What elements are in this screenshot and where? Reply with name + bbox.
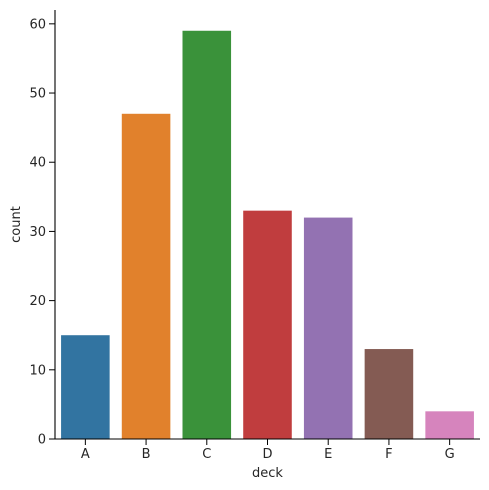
y-tick-label: 0	[38, 433, 46, 448]
bars-group	[61, 30, 474, 439]
x-axis-ticks: A B C D E F G	[81, 439, 455, 462]
y-tick-label: 60	[29, 17, 46, 32]
bar-a	[61, 335, 110, 439]
bar-d	[243, 210, 292, 439]
bar-b	[121, 113, 171, 439]
y-tick-label: 30	[29, 225, 46, 240]
x-tick-label: G	[445, 447, 455, 462]
bar-e	[303, 217, 353, 439]
x-tick-label: C	[202, 447, 211, 462]
y-axis-title: count	[9, 206, 24, 243]
x-tick-label: E	[324, 447, 332, 462]
x-tick-label: B	[142, 447, 151, 462]
bar-g	[425, 411, 474, 439]
x-axis-title: deck	[252, 466, 283, 481]
y-tick-label: 50	[29, 87, 46, 102]
y-tick-label: 20	[29, 294, 46, 309]
x-tick-label: A	[81, 447, 90, 462]
bar-f	[364, 349, 414, 439]
y-axis-ticks: 0 10 20 30 40 50 60	[29, 17, 55, 448]
x-tick-label: D	[262, 447, 272, 462]
bar-c	[182, 30, 232, 439]
y-tick-label: 40	[29, 156, 46, 171]
x-tick-label: F	[385, 447, 392, 462]
y-tick-label: 10	[29, 363, 46, 378]
